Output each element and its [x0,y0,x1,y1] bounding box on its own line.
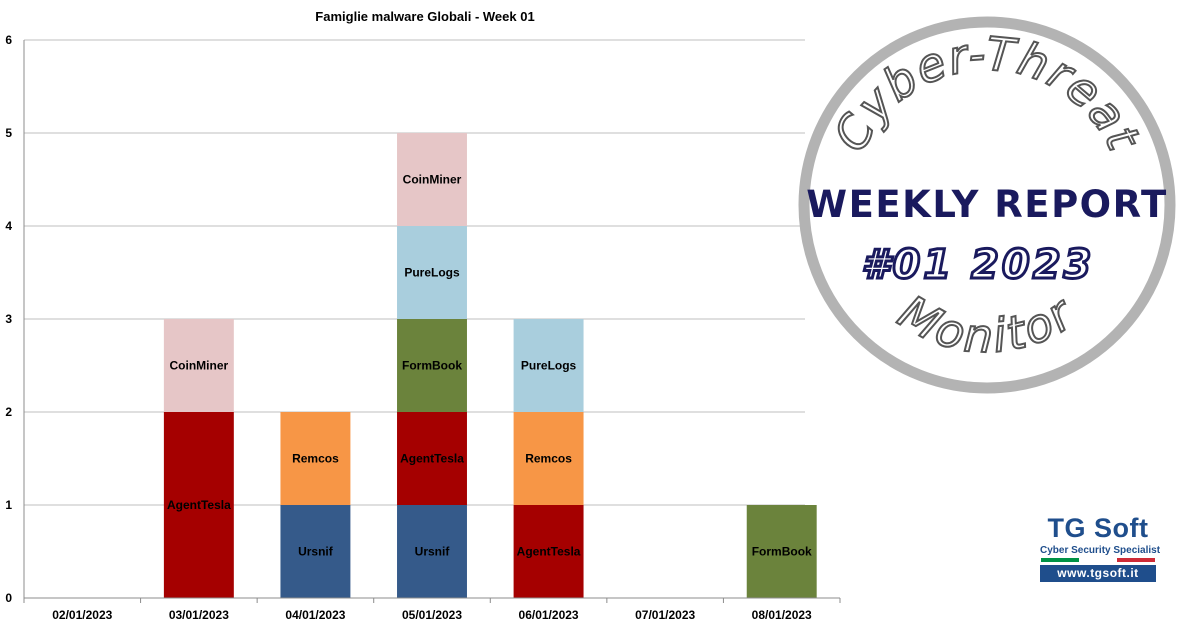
bar-segment-agenttesla [513,505,584,598]
bar-segment-remcos [280,412,351,505]
axes [23,40,841,603]
segment-label: Remcos [525,452,572,466]
segment-labels: AgentTesla CoinMiner Ursnif Remcos Ursnif Age… [167,173,812,559]
logo-title: TG Soft [1047,513,1149,543]
badge-line2: #01 2023 [862,242,1095,288]
x-tick-label: 04/01/2023 [285,608,345,622]
segment-label: Ursnif [415,545,451,559]
y-tick-label: 1 [5,498,12,512]
bar-segment-purelogs [513,319,584,412]
x-tick-labels: 02/01/2023 03/01/2023 04/01/2023 05/01/2023… [52,608,812,622]
y-tick-label: 6 [5,33,12,47]
segment-label: CoinMiner [170,359,229,373]
logo-url: www.tgsoft.it [1040,565,1156,582]
tgsoft-logo: TG Soft Cyber Security Specialist www.tg… [1040,512,1161,584]
weekly-report-badge: Cyber-Threat WEEKLY REPORT #01 2023 Moni… [798,16,1176,394]
x-tick-label: 02/01/2023 [52,608,112,622]
segment-label: FormBook [402,359,462,373]
flag-red [1117,558,1155,562]
bar-segment-remcos [513,412,584,505]
x-tick-label: 06/01/2023 [519,608,579,622]
x-tick-label: 05/01/2023 [402,608,462,622]
stacked-bar-chart: Famiglie malware Globali - Week 01 Agent… [5,9,841,622]
y-tick-label: 2 [5,405,12,419]
bar-segment-agenttesla [397,412,467,505]
segment-label: FormBook [752,545,812,559]
flag-white [1079,558,1117,562]
bar-segment-coinminer [163,319,234,412]
bar-segment-purelogs [397,226,467,319]
bar-segments [163,133,817,598]
badge-line1: WEEKLY REPORT [806,183,1167,226]
logo-subtitle: Cyber Security Specialist [1040,545,1161,556]
italian-flag-stripe [1041,558,1155,562]
segment-label: CoinMiner [403,173,462,187]
segment-label: AgentTesla [400,452,464,466]
y-tick-label: 4 [5,219,12,233]
bar-segment-ursnif [280,505,351,598]
x-tick-label: 07/01/2023 [635,608,695,622]
y-tick-labels: 0 1 2 3 4 5 6 [5,33,12,605]
bar-segment-ursnif [397,505,467,598]
bar-segment-formbook [397,319,467,412]
segment-label: Remcos [292,452,339,466]
y-tick-label: 5 [5,126,12,140]
badge-ring [798,16,1176,394]
flag-green [1041,558,1079,562]
y-tick-label: 3 [5,312,12,326]
chart-title: Famiglie malware Globali - Week 01 [315,9,534,24]
x-tick-label: 03/01/2023 [169,608,229,622]
x-tick-label: 08/01/2023 [752,608,812,622]
bar-segment-agenttesla [163,412,234,598]
bar-segment-coinminer [397,133,467,226]
segment-label: Ursnif [298,545,334,559]
segment-label: AgentTesla [167,498,231,512]
bar-segment-formbook [746,505,817,598]
segment-label: AgentTesla [517,545,581,559]
segment-label: PureLogs [521,359,577,373]
segment-label: PureLogs [404,266,460,280]
y-tick-label: 0 [5,591,12,605]
